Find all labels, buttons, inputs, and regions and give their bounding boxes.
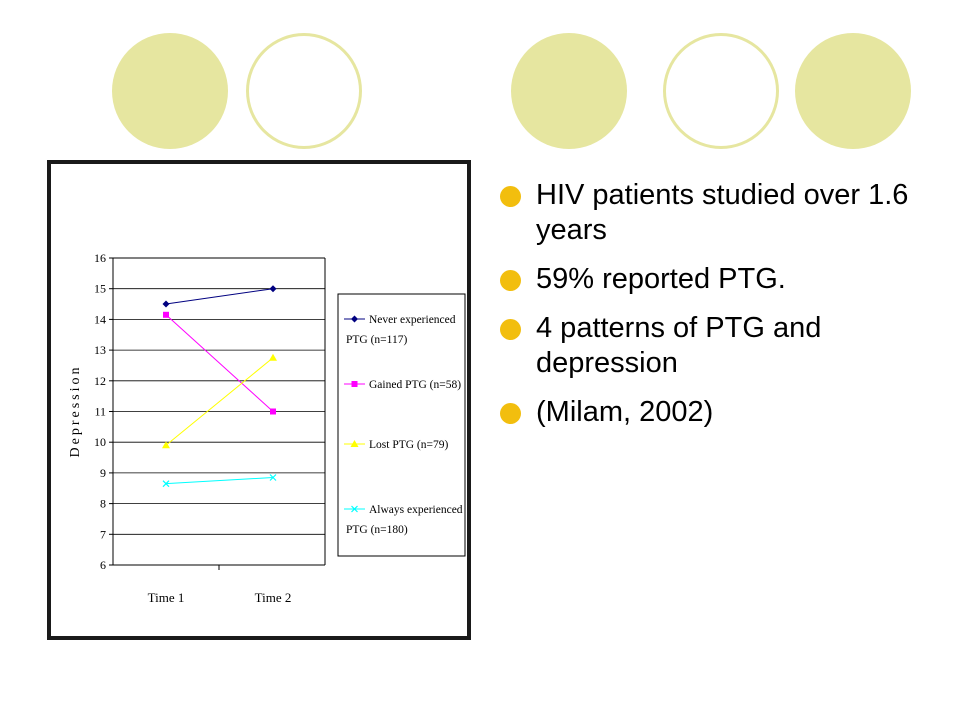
series-2-point-0: [162, 441, 170, 449]
y-tick-label: 7: [100, 527, 106, 541]
y-tick-label: 14: [94, 312, 106, 326]
y-axis-label: Depression: [68, 365, 83, 458]
series-2-point-1: [269, 353, 277, 361]
legend-swatch-marker-3-stroke-b: [351, 505, 358, 513]
series-line-0: [165, 288, 274, 305]
legend-label: Lost PTG (n=79): [369, 439, 448, 451]
legend-label-line: Gained PTG (n=58): [369, 379, 461, 391]
bullet-dot: [500, 186, 521, 207]
legend-label: Always experienced PTG (n=180): [346, 504, 463, 536]
bullet-text: 4 patterns of PTG and depression: [536, 312, 822, 379]
x-tick-labels: Time 1 Time 2: [148, 590, 292, 605]
series-0-point-0: [162, 300, 170, 308]
bullet-item: 59% reported PTG.: [500, 262, 940, 297]
legend-swatch-marker-2: [350, 440, 359, 447]
bullet-text: 59% reported PTG.: [536, 263, 786, 295]
legend-swatch-marker-1: [351, 381, 358, 387]
series-3-point-0: [162, 480, 170, 488]
bullet-text: HIV patients studied over 1.6 years: [536, 179, 909, 246]
y-tick-label: 9: [100, 466, 106, 480]
bullet-item: 4 patterns of PTG and depression: [500, 311, 940, 381]
series-1-point-1: [270, 408, 276, 415]
legend: Never experienced PTG (n=117) Gained PTG (…: [337, 293, 466, 557]
legend-label: Gained PTG (n=58): [369, 379, 461, 391]
series-3-point-1: [269, 474, 277, 481]
legend-label-line: Always experienced: [369, 504, 463, 516]
bullet-dot: [500, 319, 521, 340]
depression-line-chart: 6 7 8 9 10 11 12 13 14 15 16 Time 1 Time 2 Depressi…: [68, 251, 466, 605]
series-1-point-0: [163, 311, 169, 318]
y-tick-label: 6: [100, 558, 106, 572]
series: [162, 285, 277, 488]
bullet-dot: [500, 403, 521, 424]
y-tick-label: 13: [94, 343, 106, 357]
legend-swatch-marker-3: [351, 505, 358, 513]
y-tick-label: 11: [94, 405, 106, 419]
x-tick-label: Time 1: [148, 590, 185, 605]
decor-circle-5: [795, 33, 911, 149]
legend-label-line: PTG (n=117): [346, 334, 407, 346]
bullet-item: (Milam, 2002): [500, 395, 940, 430]
y-tick-label: 8: [100, 497, 106, 511]
decor-circle-1: [112, 33, 228, 149]
bullet-text: (Milam, 2002): [536, 396, 714, 428]
series-line-3: [165, 477, 274, 485]
bullet-item: HIV patients studied over 1.6 years: [500, 178, 940, 248]
axes: [112, 257, 326, 570]
y-tick-label: 10: [94, 435, 106, 449]
grid-lines: [109, 257, 325, 566]
legend-label-line: Lost PTG (n=79): [369, 439, 448, 451]
legend-label-line: Never experienced: [369, 314, 456, 326]
series-3-point-0-stroke-b: [162, 480, 170, 488]
bullet-dot: [500, 270, 521, 291]
legend-label: Never experienced PTG (n=117): [346, 314, 456, 346]
decor-circle-4: [663, 33, 779, 149]
series-line-2: [165, 357, 274, 446]
legend-label-line: PTG (n=180): [346, 524, 408, 536]
legend-swatch-marker-0: [351, 315, 358, 323]
decor-circle-2: [246, 33, 362, 149]
y-tick-label: 15: [94, 282, 106, 296]
series-0-point-1: [269, 285, 277, 293]
chart-frame: 6 7 8 9 10 11 12 13 14 15 16 Time 1 Time 2 Depressi…: [47, 160, 471, 640]
legend-box: [337, 293, 466, 557]
decor-circle-3: [511, 33, 627, 149]
series-3-point-1-stroke-b: [269, 474, 277, 481]
y-tick-label: 12: [94, 374, 106, 388]
y-tick-label: 16: [94, 251, 106, 265]
series-line-1: [165, 314, 274, 412]
x-tick-label: Time 2: [255, 590, 292, 605]
y-tick-labels: 6 7 8 9 10 11 12 13 14 15 16: [94, 251, 106, 572]
bullet-list: HIV patients studied over 1.6 years 59% …: [500, 178, 940, 444]
